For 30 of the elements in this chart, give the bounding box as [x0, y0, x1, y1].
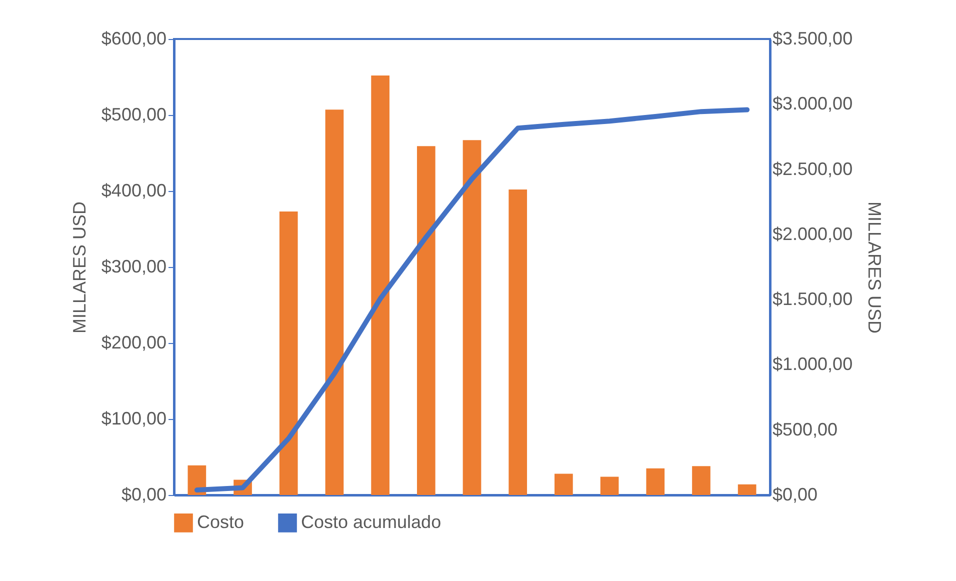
y-tick-label: $200,00	[101, 332, 166, 352]
bar	[692, 466, 710, 495]
y-tick-label: $100,00	[101, 408, 166, 428]
y2-tick-label: $2.500,00	[772, 158, 853, 179]
y2-tick-label: $500,00	[772, 419, 838, 440]
bar	[508, 189, 528, 495]
legend-label: Costo acumulado	[301, 512, 442, 532]
legend-label: Costo	[197, 512, 244, 532]
bar	[600, 476, 619, 495]
bar	[554, 474, 573, 495]
y2-tick-label: $1.500,00	[772, 289, 853, 310]
y2-tick-label: $3.000,00	[772, 94, 853, 114]
y-tick-label: $0,00	[121, 484, 166, 504]
bar	[371, 75, 390, 495]
bar	[279, 212, 298, 495]
y-tick-label: $400,00	[101, 180, 166, 200]
y2-tick-label: $0,00	[772, 484, 818, 504]
y-axis-title: MILLARES USD	[69, 201, 90, 334]
y2-axis-title: MILLARES USD	[864, 201, 885, 334]
bar	[646, 468, 665, 495]
y-tick-label: $600,00	[101, 28, 166, 48]
bar	[325, 110, 344, 495]
bar	[462, 140, 482, 495]
y-tick-label: $300,00	[101, 256, 166, 276]
bar	[738, 484, 756, 495]
y-tick-label: $500,00	[101, 104, 166, 124]
bar	[416, 146, 436, 495]
y2-tick-label: $3.500,00	[772, 28, 853, 48]
y2-tick-label: $2.000,00	[772, 224, 853, 244]
y2-tick-label: $1.000,00	[772, 354, 853, 374]
